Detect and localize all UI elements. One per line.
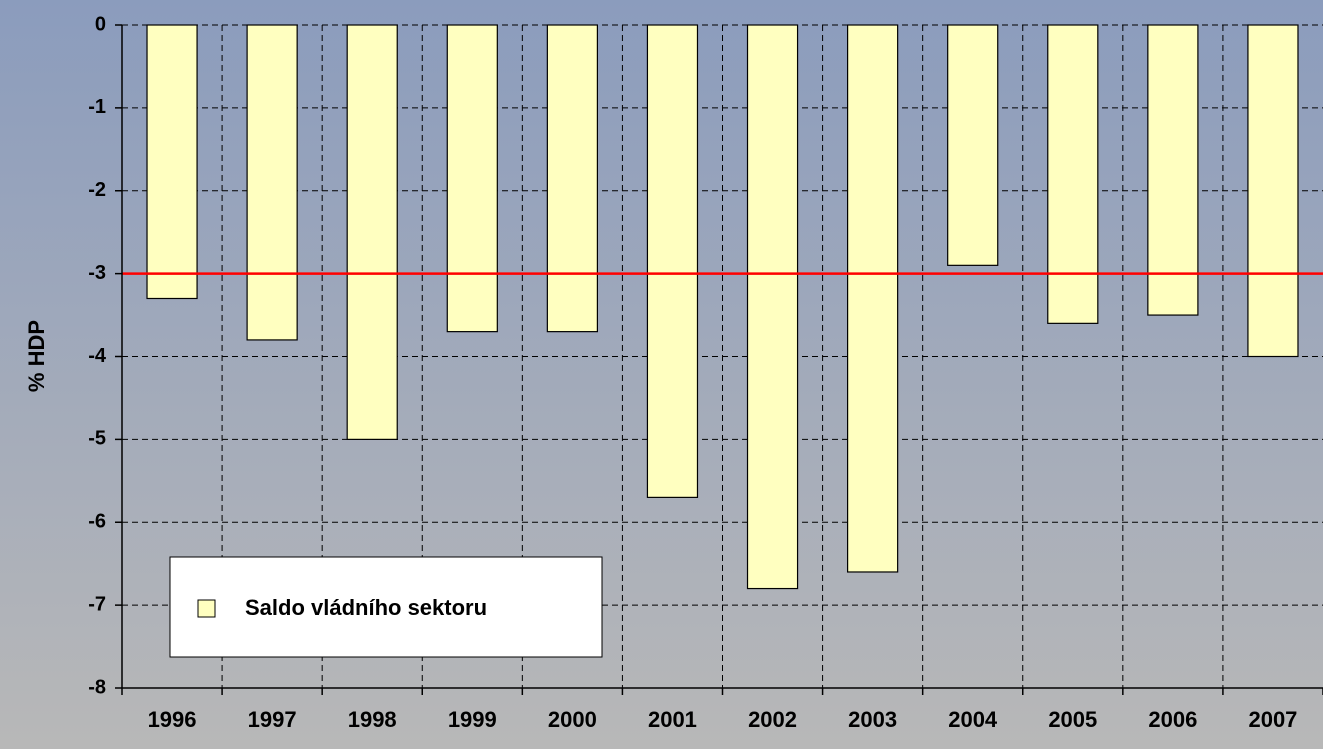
x-tick-label: 1998 [348, 707, 397, 732]
bar [1147, 24, 1199, 316]
bar [146, 24, 198, 300]
bar [847, 24, 899, 573]
x-tick-label: 2001 [648, 707, 697, 732]
y-tick-label: -8 [88, 676, 106, 698]
y-tick-label: -2 [88, 179, 106, 201]
bar [246, 24, 298, 341]
x-tick-label: 1997 [248, 707, 297, 732]
x-tick-label: 2004 [948, 707, 998, 732]
bar [446, 24, 498, 333]
x-tick-label: 2000 [548, 707, 597, 732]
y-tick-label: -4 [88, 345, 107, 367]
y-tick-label: -1 [88, 96, 106, 118]
bar [746, 24, 799, 590]
y-tick-label: -7 [88, 593, 106, 615]
legend-box [169, 556, 603, 658]
x-tick-label: 2005 [1048, 707, 1097, 732]
y-tick-label: -5 [88, 428, 106, 450]
x-tick-label: 2003 [848, 707, 897, 732]
y-tick-label: -3 [88, 262, 106, 284]
x-tick-label: 2007 [1248, 707, 1297, 732]
bar [1247, 24, 1299, 358]
legend: Saldo vládního sektoru [169, 556, 603, 658]
bar [947, 24, 999, 266]
y-tick-label: -6 [88, 511, 106, 533]
y-tick-label: 0 [95, 13, 106, 35]
bar [546, 24, 598, 333]
y-axis-label: % HDP [24, 320, 49, 392]
bar [346, 24, 398, 440]
legend-label: Saldo vládního sektoru [245, 595, 487, 620]
legend-swatch [197, 599, 216, 618]
x-tick-label: 1996 [148, 707, 197, 732]
x-tick-label: 2006 [1148, 707, 1197, 732]
bar [646, 24, 699, 498]
bar [1047, 24, 1099, 324]
x-tick-label: 1999 [448, 707, 497, 732]
x-tick-label: 2002 [748, 707, 797, 732]
